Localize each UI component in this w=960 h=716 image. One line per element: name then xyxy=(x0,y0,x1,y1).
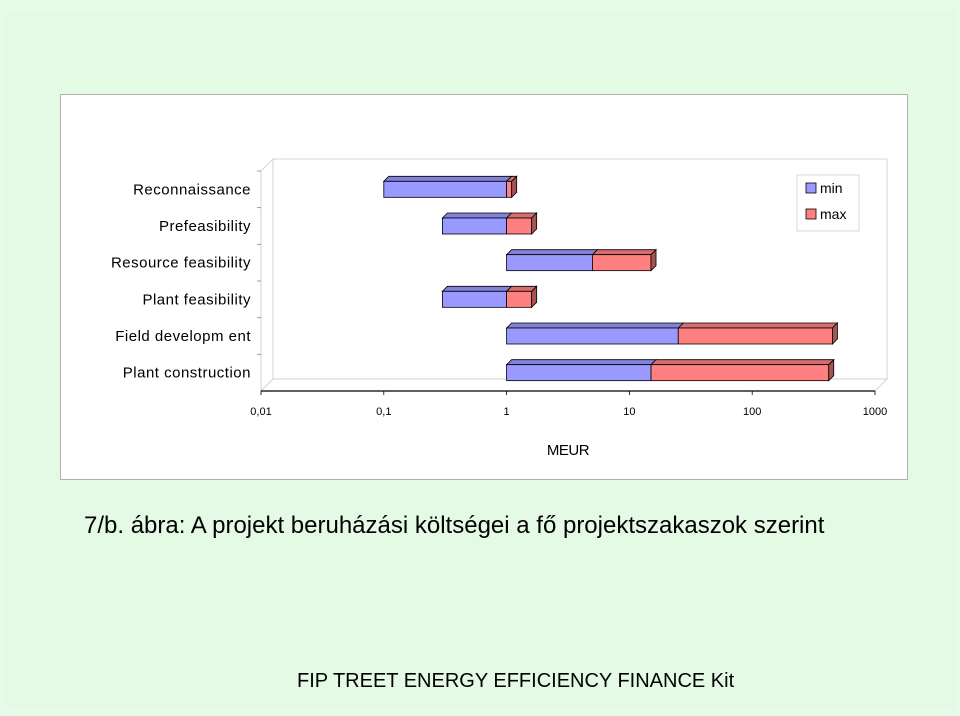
bar-side-max xyxy=(531,212,538,235)
category-label: Plant construction xyxy=(123,365,251,382)
footer-text: FIP TREET ENERGY EFFICIENCY FINANCE Kit xyxy=(297,670,735,692)
figure-caption: 7/b. ábra: A projekt beruházási költsége… xyxy=(84,512,825,539)
x-tick-label: 1 xyxy=(504,406,510,418)
legend-swatch-max xyxy=(805,208,817,220)
x-axis-title: MEUR xyxy=(547,442,590,459)
bar-top-max xyxy=(650,359,835,366)
legend: min max xyxy=(796,174,860,232)
bar-side-max xyxy=(832,322,838,345)
bar-min xyxy=(506,327,679,345)
chart-area: Reconnaissance Prefeasibility Resource fea… xyxy=(60,94,908,480)
bar-top-min xyxy=(382,175,513,182)
category-label: Resource feasibility xyxy=(111,255,251,272)
category-label: Plant feasibility xyxy=(142,291,251,308)
bar-top-min xyxy=(505,322,685,329)
legend-label-max: max xyxy=(820,206,846,222)
bar-min xyxy=(441,217,508,235)
x-tick-label: 100 xyxy=(743,406,761,418)
bar-top-max xyxy=(591,249,657,256)
bar-top-min xyxy=(505,359,657,366)
x-tick-label: 1000 xyxy=(863,406,887,418)
bar-top-min xyxy=(441,212,513,219)
bar-side-max xyxy=(650,248,657,272)
bar-max xyxy=(506,217,533,235)
bar-min xyxy=(506,254,593,272)
bar-max xyxy=(506,180,513,198)
legend-swatch-min xyxy=(805,182,817,194)
bar-max xyxy=(506,290,533,308)
bar-top-max xyxy=(677,322,839,329)
bar-side-max xyxy=(828,358,835,382)
x-tick-label: 0,1 xyxy=(376,406,391,418)
bar-min xyxy=(383,180,507,198)
bar-min xyxy=(506,364,652,382)
category-label: Field developm ent xyxy=(115,328,251,345)
bar-top-min xyxy=(505,249,599,256)
bar-max xyxy=(592,254,652,272)
bar-max xyxy=(650,364,830,382)
bar-min xyxy=(441,290,508,308)
bar-side-max xyxy=(531,285,538,309)
legend-label-min: min xyxy=(820,180,843,196)
x-tick-label: 10 xyxy=(623,406,635,418)
bar-max xyxy=(677,327,833,345)
category-label: Reconnaissance xyxy=(133,181,251,198)
x-tick-label: 0,01 xyxy=(250,406,271,418)
bar-side-max xyxy=(511,175,518,199)
investment-cost-chart: Reconnaissance Prefeasibility Resource fea… xyxy=(111,158,888,459)
category-label: Prefeasibility xyxy=(159,218,251,235)
side-wall xyxy=(260,158,274,392)
bar-top-min xyxy=(441,285,513,292)
